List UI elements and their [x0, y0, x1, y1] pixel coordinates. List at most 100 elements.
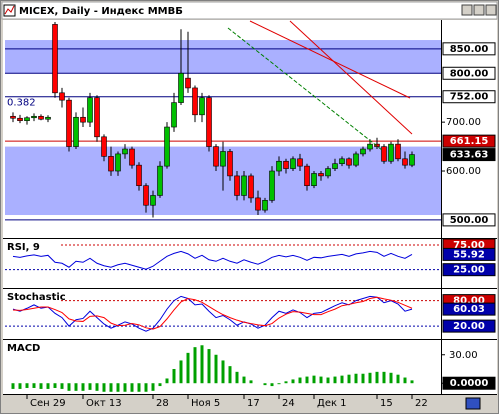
histogram-bar [319, 376, 323, 384]
histogram-bar [123, 383, 127, 392]
candle-body [367, 143, 373, 150]
histogram-bar [67, 383, 71, 391]
indicator-line [12, 295, 413, 332]
histogram-bar [81, 383, 85, 391]
indicator-line [12, 250, 413, 270]
candle-body [10, 115, 16, 119]
candle-body [52, 24, 58, 94]
candle-body [318, 173, 324, 177]
value-box-label: 633.63 [450, 150, 489, 161]
value-box-label: 60.03 [453, 304, 485, 315]
histogram-bar [25, 383, 29, 388]
histogram-bar [130, 383, 134, 392]
candle-body [325, 168, 331, 177]
candle-body [388, 143, 394, 162]
histogram-bar [137, 383, 141, 392]
trend-line [227, 27, 383, 151]
candle-body [346, 158, 352, 166]
candle-body [381, 146, 387, 162]
candle-body [297, 158, 303, 167]
candle-body [108, 156, 114, 172]
candle-body [227, 151, 233, 177]
minimize-button[interactable] [461, 4, 473, 16]
value-box-label: 752.00 [450, 92, 489, 103]
scroll-button[interactable] [465, 397, 481, 410]
histogram-bar [235, 371, 239, 384]
candle-body [395, 143, 401, 160]
histogram-bar [291, 379, 295, 384]
plot-layer: 700.00 600.00 850.00 800.00 752.00 0.382 661.1… [5, 21, 496, 409]
panel-title: Stochastic [7, 292, 66, 303]
panel-title-bg [5, 241, 61, 252]
candle-body [311, 173, 317, 186]
panel-title-bg [5, 291, 61, 302]
histogram-bar [193, 347, 197, 384]
histogram-bar [74, 383, 78, 391]
candle-body [136, 164, 142, 186]
candle-body [59, 92, 65, 101]
candle-body [220, 151, 226, 167]
candle-body [38, 115, 44, 120]
candle-body [80, 116, 86, 123]
x-tick-label: 28 [156, 398, 169, 409]
histogram-bar [165, 378, 169, 384]
candle-body [164, 126, 170, 167]
indicator-line [12, 296, 413, 330]
x-tick-label: 15 [380, 398, 393, 409]
histogram-bar [284, 381, 288, 384]
histogram-bar [354, 373, 358, 384]
window-buttons[interactable] [461, 4, 497, 16]
value-box [442, 376, 496, 390]
histogram-bar [88, 383, 92, 390]
histogram-bar [263, 383, 267, 386]
candle-body [66, 99, 72, 147]
histogram-bar [221, 360, 225, 384]
histogram-bar [410, 380, 414, 384]
histogram-bar [270, 383, 274, 387]
candle-body [24, 117, 30, 121]
candle-body [185, 77, 191, 89]
candle-body [248, 175, 254, 199]
histogram-bar [361, 373, 365, 384]
candle-body [150, 195, 156, 206]
y-tick-label: 700.00 [446, 117, 481, 128]
candle-body [241, 175, 247, 196]
x-tick-label: 22 [415, 398, 428, 409]
histogram-bar [179, 360, 183, 384]
histogram-bar [46, 383, 50, 389]
histogram-bar [18, 383, 22, 389]
candle-body [199, 97, 205, 116]
candle-body [115, 153, 121, 172]
panel-title: MACD [7, 343, 40, 354]
maximize-button[interactable] [473, 4, 485, 16]
histogram-bar [39, 383, 43, 389]
candle-body [402, 158, 408, 166]
window-icon-glyph [4, 5, 15, 15]
histogram-bar [144, 383, 148, 392]
candle-body [206, 97, 212, 147]
histogram-bar [200, 345, 204, 384]
histogram-bar [102, 383, 106, 392]
candle-body [171, 102, 177, 128]
histogram-bar [340, 375, 344, 384]
y-tick-label: 600.00 [446, 166, 481, 177]
histogram-bar [32, 383, 36, 388]
histogram-bar [116, 383, 120, 392]
close-button[interactable] [485, 4, 497, 16]
candle-body [255, 197, 261, 211]
value-box-label: 25.00 [453, 265, 485, 276]
value-box-label: 661.15 [450, 136, 489, 147]
histogram-bar [60, 383, 64, 389]
histogram-bar [158, 383, 162, 387]
value-box-label: 800.00 [450, 68, 489, 79]
y-tick-label: 30.00 [449, 350, 478, 361]
candle-body [332, 163, 338, 169]
histogram-bar [277, 383, 281, 385]
value-box-label: 80.00 [453, 296, 485, 307]
value-box [442, 134, 496, 148]
histogram-bar [396, 374, 400, 384]
candle-body [304, 165, 310, 186]
histogram-bar [312, 375, 316, 384]
panel-title: RSI, 9 [7, 242, 40, 253]
value-box [442, 66, 496, 80]
